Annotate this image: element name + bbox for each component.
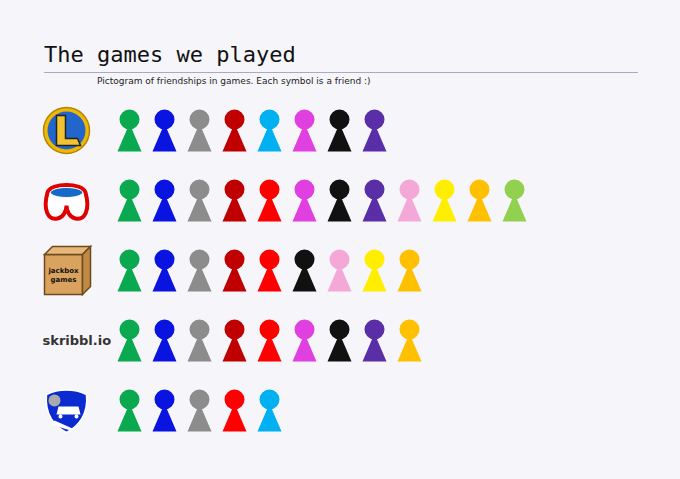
svg-text:jackboxgames: jackboxgames (47, 267, 79, 284)
svg-text:skribbl.io: skribbl.io (43, 333, 112, 348)
html-text:The games we played: The games we played (44, 42, 296, 67)
html-text:Pictogram of friendships in ga: Pictogram of friendships in games. Each … (97, 76, 371, 86)
